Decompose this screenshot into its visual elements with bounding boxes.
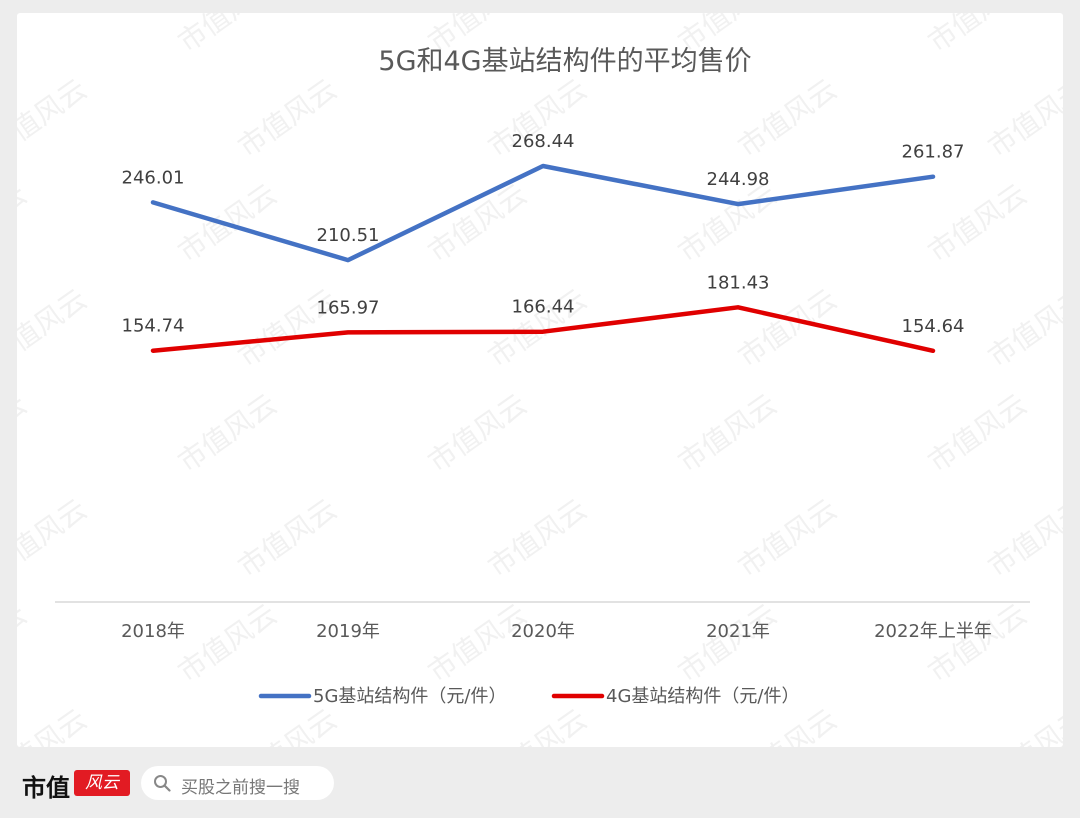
x-tick-label: 2020年 — [511, 621, 575, 642]
watermark-text: 市值风云 — [922, 177, 1033, 268]
legend: 5G基站结构件（元/件） 4G基站结构件（元/件） — [258, 686, 799, 707]
footer-bar: 市值 风云 买股之前搜一搜 — [0, 752, 1080, 818]
x-tick-label: 2021年 — [706, 621, 770, 642]
watermark-text: 市值风云 — [732, 702, 843, 747]
data-label: 268.44 — [512, 131, 575, 152]
data-label: 246.01 — [122, 167, 185, 188]
watermark-text: 市值风云 — [172, 387, 283, 478]
watermark-text: 市值风云 — [922, 597, 1033, 688]
legend-label: 4G基站结构件（元/件） — [606, 686, 799, 707]
watermark-text: 市值风云 — [232, 492, 343, 583]
data-label: 244.98 — [707, 169, 770, 190]
watermark-text: 市值风云 — [232, 282, 343, 373]
x-tick-label: 2018年 — [121, 621, 185, 642]
data-point — [932, 175, 934, 178]
watermark-text: 市值风云 — [482, 702, 593, 747]
data-label: 181.43 — [707, 272, 770, 293]
watermark-text: 市值风云 — [982, 492, 1063, 583]
data-label: 154.64 — [902, 316, 965, 337]
search-placeholder: 买股之前搜一搜 — [181, 778, 300, 798]
watermark-text: 市值风云 — [17, 72, 93, 163]
brand-seal-logo: 风云 — [74, 770, 130, 796]
data-label: 154.74 — [122, 316, 185, 337]
data-point — [737, 306, 739, 309]
x-tick-label: 2022年上半年 — [874, 621, 992, 642]
watermark-text: 市值风云 — [482, 492, 593, 583]
watermark-text: 市值风云 — [17, 13, 33, 59]
data-point — [152, 201, 154, 204]
watermark-text: 市值风云 — [17, 282, 93, 373]
watermark-text: 市值风云 — [732, 492, 843, 583]
data-point — [542, 330, 544, 333]
brand-name: 市值 — [22, 773, 70, 802]
watermark-text: 市值风云 — [672, 597, 783, 688]
data-point — [542, 165, 544, 167]
watermark-text: 市值风云 — [17, 597, 33, 688]
data-point — [932, 349, 934, 352]
search-icon — [154, 775, 171, 792]
series-layer: 246.01 210.51 268.44 244.98 261.87 154.74 165.… — [122, 131, 965, 354]
data-point — [737, 203, 739, 206]
watermark-text: 市值风云 — [422, 177, 533, 268]
chart-title: 5G和4G基站结构件的平均售价 — [378, 46, 751, 77]
watermark-text: 市值风云 — [422, 387, 533, 478]
data-label: 165.97 — [317, 297, 380, 318]
watermark-text: 市值风云 — [922, 13, 1033, 59]
watermark-text: 市值风云 — [17, 492, 93, 583]
x-tick-labels: 2018年 2019年 2020年 2021年 2022年上半年 — [121, 621, 992, 642]
legend-label: 5G基站结构件（元/件） — [313, 686, 506, 707]
watermark-text: 市值风云 — [982, 72, 1063, 163]
data-label: 210.51 — [317, 225, 380, 246]
data-label: 261.87 — [902, 142, 965, 163]
x-tick-label: 2019年 — [316, 621, 380, 642]
watermark-text: 市值风云 — [232, 72, 343, 163]
watermark-text: 市值风云 — [232, 702, 343, 747]
watermark-text: 市值风云 — [982, 702, 1063, 747]
watermark-text: 市值风云 — [982, 282, 1063, 373]
chart-card: 市值风云 市值风云 市值风云 市值风云 市值风云 市值风云 市值风云 市值风云 市值风云 市值风云… — [17, 13, 1063, 747]
search-box[interactable]: 买股之前搜一搜 — [141, 766, 334, 800]
data-point — [347, 331, 349, 334]
watermark-text: 市值风云 — [17, 702, 93, 747]
watermark-text: 市值风云 — [732, 72, 843, 163]
watermark-text: 市值风云 — [172, 597, 283, 688]
watermark-text: 市值风云 — [172, 13, 283, 59]
watermark-text: 市值风云 — [17, 387, 33, 478]
data-label: 166.44 — [512, 297, 575, 318]
watermark-text: 市值风云 — [17, 177, 33, 268]
watermark-text: 市值风云 — [672, 177, 783, 268]
data-point — [152, 349, 154, 352]
watermark-text: 市值风云 — [422, 597, 533, 688]
data-point — [347, 259, 349, 262]
watermark-text: 市值风云 — [672, 387, 783, 478]
watermark-text: 市值风云 — [922, 387, 1033, 478]
